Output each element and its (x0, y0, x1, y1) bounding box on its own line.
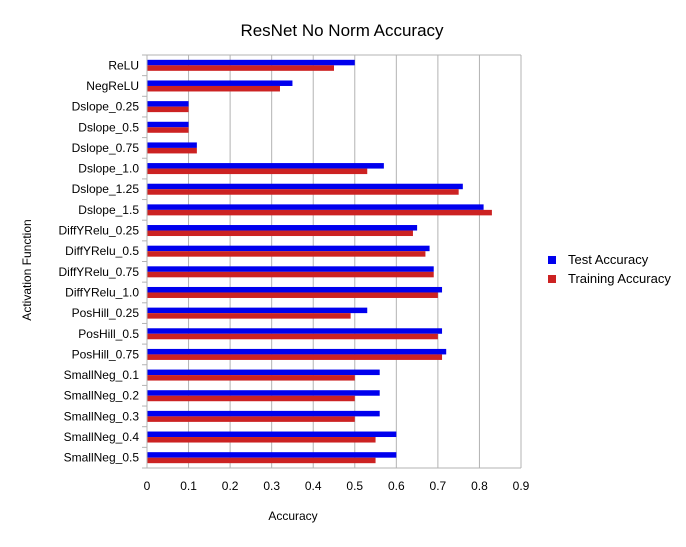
y-tick-label: SmallNeg_0.4 (64, 430, 140, 444)
legend-label: Test Accuracy (568, 252, 649, 267)
y-tick-label: DiffYRelu_0.75 (59, 265, 140, 279)
legend-label: Training Accuracy (568, 271, 671, 286)
training-accuracy-bar (147, 106, 189, 113)
y-tick-label: Dslope_0.25 (72, 100, 140, 114)
training-accuracy-bar (147, 354, 443, 360)
y-tick-label: PosHill_0.5 (78, 327, 139, 341)
x-tick-label: 0.8 (471, 479, 488, 493)
y-tick-label: NegReLU (86, 79, 139, 93)
test-accuracy-bar (147, 225, 418, 231)
x-tick-label: 0.6 (388, 479, 405, 493)
y-tick-label: PosHill_0.25 (72, 306, 140, 320)
y-tick-label: DiffYRelu_0.25 (59, 224, 140, 238)
legend: Test Accuracy Training Accuracy (548, 252, 671, 286)
test-accuracy-bar (147, 142, 197, 148)
training-accuracy-bar (147, 395, 355, 402)
y-tick-label: SmallNeg_0.1 (64, 368, 140, 382)
x-tick-label: 0.4 (305, 479, 322, 493)
x-tick-label: 0.2 (222, 479, 239, 493)
test-accuracy-bar (147, 183, 463, 190)
test-accuracy-bar (147, 286, 443, 293)
legend-swatch (548, 256, 556, 264)
training-accuracy-bar (147, 85, 280, 92)
chart-title: ResNet No Norm Accuracy (240, 21, 444, 40)
test-accuracy-bar (147, 163, 384, 169)
y-tick-label: Dslope_0.75 (72, 141, 140, 155)
bars (147, 59, 492, 464)
training-accuracy-bar (147, 168, 368, 175)
y-tick-label: Dslope_1.0 (78, 162, 139, 176)
test-accuracy-bar (147, 204, 484, 210)
training-accuracy-bar (147, 65, 334, 71)
y-tick-label: Dslope_1.25 (72, 182, 140, 196)
training-accuracy-bar (147, 209, 492, 216)
test-accuracy-bar (147, 369, 380, 376)
training-accuracy-bar (147, 147, 197, 154)
test-accuracy-bar (147, 266, 434, 272)
axes: 0 0.1 0.2 0.3 0.4 0.5 0.6 0.7 0.8 0.9 ReLU NegReLU D… (59, 54, 530, 493)
test-accuracy-bar (147, 348, 447, 355)
test-accuracy-bar (147, 431, 397, 438)
x-tick-label: 0.3 (263, 479, 280, 493)
test-accuracy-bar (147, 121, 189, 128)
training-accuracy-bar (147, 292, 438, 298)
y-tick-label: DiffYRelu_1.0 (65, 285, 139, 299)
test-accuracy-bar (147, 410, 380, 417)
x-tick-label: 0.7 (430, 479, 447, 493)
training-accuracy-bar (147, 230, 413, 237)
test-accuracy-bar (147, 59, 355, 66)
training-accuracy-bar (147, 416, 355, 422)
legend-swatch (548, 275, 556, 283)
y-axis-label: Activation Function (20, 219, 34, 320)
training-accuracy-bar (147, 437, 376, 443)
training-accuracy-bar (147, 127, 189, 133)
test-accuracy-bar (147, 80, 293, 86)
test-accuracy-bar (147, 101, 189, 107)
test-accuracy-bar (147, 245, 430, 252)
test-accuracy-bar (147, 452, 397, 458)
y-tick-label: SmallNeg_0.3 (64, 409, 140, 423)
training-accuracy-bar (147, 457, 376, 464)
y-tick-label: ReLU (108, 58, 139, 72)
test-accuracy-bar (147, 328, 443, 334)
training-accuracy-bar (147, 189, 459, 195)
training-accuracy-bar (147, 375, 355, 381)
training-accuracy-bar (147, 333, 438, 340)
x-tick-label: 0.5 (346, 479, 363, 493)
y-tick-label: Dslope_0.5 (78, 120, 139, 134)
grid (146, 54, 522, 468)
training-accuracy-bar (147, 313, 351, 319)
x-tick-label: 0.9 (513, 479, 530, 493)
y-tick-label: DiffYRelu_0.5 (65, 244, 139, 258)
x-axis-label: Accuracy (268, 509, 317, 523)
y-tick-label: SmallNeg_0.5 (64, 451, 140, 465)
y-tick-label: PosHill_0.75 (72, 347, 140, 361)
test-accuracy-bar (147, 390, 380, 396)
x-tick-label: 0 (144, 479, 151, 493)
training-accuracy-bar (147, 251, 426, 257)
x-tick-label: 0.1 (180, 479, 197, 493)
test-accuracy-bar (147, 307, 368, 314)
y-tick-label: Dslope_1.5 (78, 203, 139, 217)
training-accuracy-bar (147, 271, 434, 278)
y-tick-label: SmallNeg_0.2 (64, 389, 140, 403)
